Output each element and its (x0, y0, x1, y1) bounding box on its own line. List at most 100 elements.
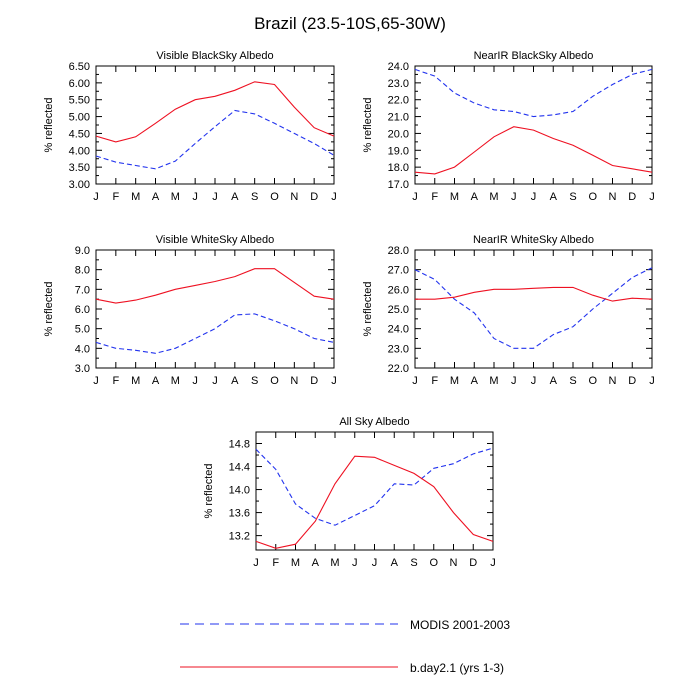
series-line-model (414, 126, 653, 175)
y-tick-label: 22.0 (388, 95, 409, 107)
x-tick-label: J (511, 191, 517, 203)
x-tick-label: A (471, 375, 479, 387)
x-tick-label: F (431, 375, 438, 387)
x-tick-label: O (270, 375, 279, 387)
x-tick-label: J (511, 375, 517, 387)
y-axis-label: % reflected (203, 463, 215, 518)
series-line-modis (414, 267, 653, 349)
y-tick-label: 21.0 (388, 112, 409, 124)
chart-title: Visible WhiteSky Albedo (156, 234, 274, 246)
y-tick-label: 24.0 (388, 324, 409, 336)
x-tick-label: F (112, 375, 119, 387)
y-tick-label: 17.0 (388, 179, 409, 191)
x-tick-label: M (171, 191, 180, 203)
x-tick-label: J (649, 191, 655, 203)
x-tick-label: M (330, 557, 339, 569)
y-tick-label: 13.2 (229, 531, 250, 543)
series-line-modis (414, 68, 653, 118)
y-tick-label: 4.0 (75, 343, 90, 355)
y-tick-label: 5.00 (69, 112, 90, 124)
x-tick-label: F (272, 557, 279, 569)
x-tick-label: M (291, 557, 300, 569)
x-tick-label: F (112, 191, 119, 203)
y-tick-label: 14.0 (229, 485, 250, 497)
x-tick-label: J (352, 557, 358, 569)
y-axis-label: % reflected (362, 281, 374, 336)
x-tick-label: J (531, 191, 537, 203)
x-tick-label: A (471, 191, 479, 203)
x-tick-label: O (270, 191, 279, 203)
y-tick-label: 22.0 (388, 363, 409, 375)
series-line-model (415, 286, 653, 302)
x-tick-label: D (310, 191, 318, 203)
x-tick-label: J (192, 191, 198, 203)
y-tick-label: 23.0 (388, 78, 409, 90)
x-tick-label: D (310, 375, 318, 387)
x-tick-label: D (628, 375, 636, 387)
series-line-model (95, 268, 335, 304)
y-tick-label: 4.50 (69, 128, 90, 140)
x-tick-label: S (569, 191, 576, 203)
y-tick-label: 9.0 (75, 245, 90, 257)
legend-label-model: b.day2.1 (yrs 1-3) (410, 661, 504, 675)
x-tick-label: J (93, 191, 99, 203)
x-tick-label: A (312, 557, 320, 569)
x-tick-label: S (569, 375, 576, 387)
series-line-modis (255, 447, 494, 526)
x-tick-label: M (131, 375, 140, 387)
x-tick-label: J (412, 375, 418, 387)
y-axis-label: % reflected (43, 97, 55, 152)
x-tick-label: J (490, 557, 496, 569)
y-tick-label: 7.0 (75, 284, 90, 296)
x-tick-label: N (290, 191, 298, 203)
y-axis-label: % reflected (362, 97, 374, 152)
x-tick-label: A (231, 191, 239, 203)
plot-frame (414, 249, 653, 369)
x-tick-label: A (550, 191, 558, 203)
y-tick-label: 28.0 (388, 245, 409, 257)
y-tick-label: 14.8 (229, 439, 250, 451)
chart-title: NearIR WhiteSky Albedo (473, 234, 594, 246)
y-tick-label: 6.50 (69, 61, 90, 73)
y-tick-label: 3.50 (69, 162, 90, 174)
x-tick-label: N (609, 191, 617, 203)
y-tick-label: 6.00 (69, 78, 90, 90)
series-line-modis (95, 313, 335, 354)
x-tick-label: J (331, 375, 337, 387)
x-tick-label: M (489, 191, 498, 203)
legend-label-modis: MODIS 2001-2003 (410, 618, 510, 632)
x-tick-label: M (489, 375, 498, 387)
x-tick-label: S (251, 191, 258, 203)
plot-frame (95, 65, 335, 185)
y-tick-label: 6.0 (75, 304, 90, 316)
series-line-model (95, 81, 335, 143)
y-tick-label: 13.6 (229, 508, 250, 520)
series-line-model (255, 455, 494, 549)
y-tick-label: 24.0 (388, 61, 409, 73)
x-tick-label: J (331, 191, 337, 203)
x-tick-label: S (410, 557, 417, 569)
chart-title: Visible BlackSky Albedo (156, 50, 273, 62)
y-tick-label: 5.0 (75, 324, 90, 336)
x-tick-label: J (212, 375, 218, 387)
x-tick-label: O (588, 191, 597, 203)
x-tick-label: A (231, 375, 239, 387)
y-tick-label: 4.00 (69, 145, 90, 157)
x-tick-label: J (649, 375, 655, 387)
y-axis-label: % reflected (43, 281, 55, 336)
legend: MODIS 2001-2003 b.day2.1 (yrs 1-3) (180, 618, 510, 675)
y-tick-label: 19.0 (388, 145, 409, 157)
x-tick-label: J (212, 191, 218, 203)
x-tick-label: J (372, 557, 378, 569)
x-tick-label: M (450, 375, 459, 387)
y-tick-label: 14.4 (229, 462, 250, 474)
x-tick-label: J (412, 191, 418, 203)
y-tick-label: 23.0 (388, 343, 409, 355)
x-tick-label: S (251, 375, 258, 387)
y-tick-label: 5.50 (69, 95, 90, 107)
x-tick-label: N (290, 375, 298, 387)
chart-title: NearIR BlackSky Albedo (474, 50, 594, 62)
figure-title: Brazil (23.5-10S,65-30W) (254, 14, 446, 33)
x-tick-label: J (192, 375, 198, 387)
